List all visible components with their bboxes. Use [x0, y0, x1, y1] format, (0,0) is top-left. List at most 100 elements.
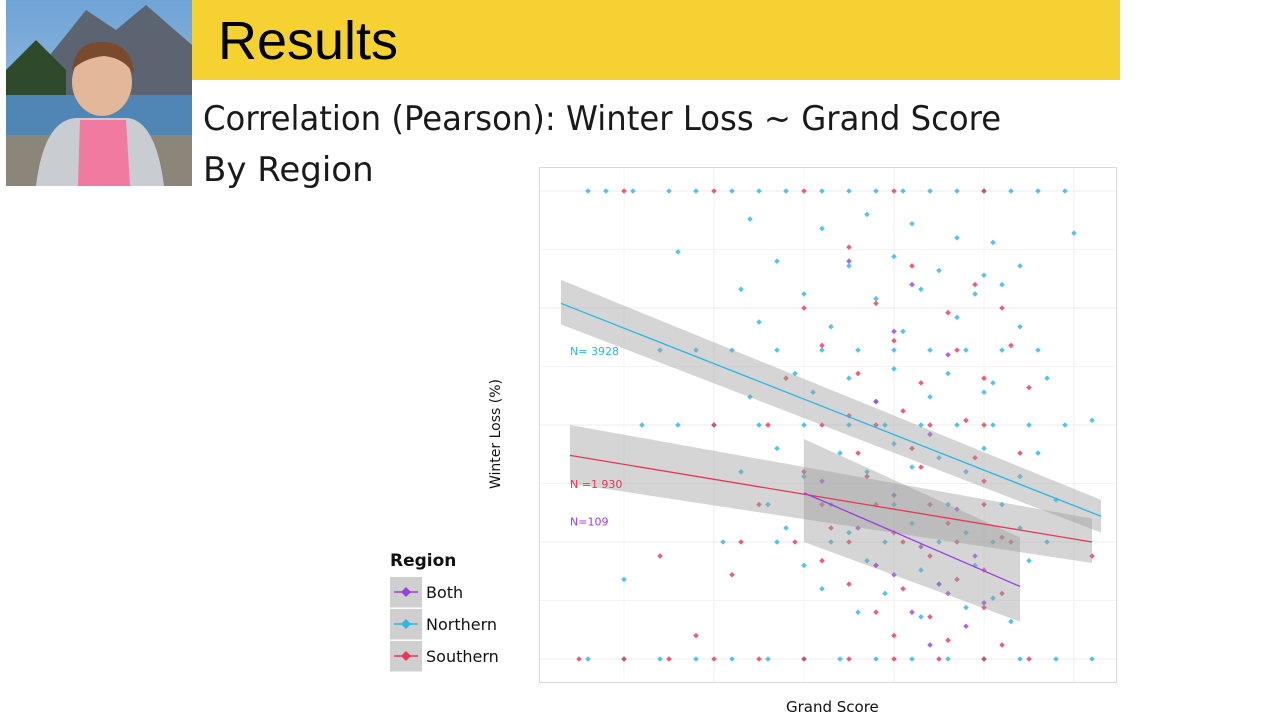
scatter-point-northern [1044, 375, 1050, 381]
scatter-point-both [891, 571, 897, 578]
scatter-point-northern [693, 656, 699, 662]
scatter-point-southern [1017, 450, 1023, 456]
scatter-point-northern [585, 656, 591, 662]
scatter-point-southern [756, 656, 762, 662]
scatter-point-southern [855, 450, 861, 456]
scatter-point-southern [945, 520, 951, 527]
scatter-point-northern [1035, 347, 1041, 353]
scatter-point-southern [711, 188, 717, 194]
scatter-point-northern [963, 347, 969, 353]
scatter-point-southern [891, 656, 897, 662]
scatter-point-southern [999, 305, 1005, 311]
scatter-point-northern [999, 347, 1005, 353]
scatter-point-southern [765, 422, 771, 428]
scatter-point-southern [918, 464, 924, 470]
scatter-point-southern [738, 539, 744, 545]
scatter-point-northern [936, 267, 942, 274]
scatter-point-both [909, 281, 915, 288]
scatter-point-northern [1071, 230, 1077, 236]
scatter-point-southern [846, 412, 852, 419]
scatter-point-northern [783, 525, 789, 531]
scatter-point-northern [909, 464, 915, 470]
scatter-point-northern [801, 291, 807, 297]
scatter-point-northern [972, 291, 978, 297]
y-axis-title: Winter Loss (%) [488, 379, 504, 489]
scatter-point-southern [972, 281, 978, 288]
scatter-point-southern [855, 370, 861, 377]
scatter-point-southern [936, 656, 942, 662]
slide-subtitle-line2: By Region [203, 150, 374, 190]
scatter-point-northern [891, 366, 897, 372]
scatter-point-both [981, 600, 987, 606]
n-annotation-southern: N =1 930 [570, 478, 622, 491]
scatter-point-both [963, 623, 969, 630]
scatter-point-northern [855, 347, 861, 353]
scatter-point-southern [909, 263, 915, 269]
scatter-point-both [891, 328, 897, 335]
scatter-point-northern [738, 286, 744, 293]
scatter-point-northern [747, 216, 753, 222]
legend-label-southern: Southern [426, 647, 499, 666]
scatter-point-southern [846, 581, 852, 587]
legend-label-both: Both [426, 583, 464, 602]
scatter-point-northern [981, 272, 987, 279]
scatter-point-southern [999, 534, 1005, 541]
scatter-point-northern [729, 188, 735, 194]
scatter-point-southern [1008, 342, 1014, 349]
scatter-point-southern [846, 656, 852, 662]
slide-title: Results [218, 11, 399, 71]
scatter-point-northern [837, 656, 843, 662]
scatter-point-southern [801, 305, 807, 311]
scatter-point-northern [774, 445, 780, 452]
scatter-point-northern [774, 347, 780, 353]
scatter-point-southern [711, 422, 717, 428]
scatter-point-northern [909, 656, 915, 662]
legend-key-both [390, 577, 422, 608]
scatter-point-northern [1026, 557, 1032, 564]
scatter-point-northern [801, 562, 807, 569]
scatter-point-both [918, 543, 924, 550]
scatter-point-northern [864, 557, 870, 564]
scatter-point-northern [945, 656, 951, 662]
scatter-point-northern [1017, 323, 1023, 330]
scatter-point-northern [990, 422, 996, 428]
scatter-point-northern [828, 323, 834, 330]
scatter-point-both [945, 352, 951, 358]
legend-key-southern [390, 641, 422, 672]
scatter-point-northern [774, 539, 780, 545]
scatter-point-southern [981, 188, 987, 194]
scatter-point-northern [918, 614, 924, 620]
scatter-point-southern [693, 632, 699, 639]
scatter-point-northern [1026, 422, 1032, 428]
scatter-point-northern [846, 188, 852, 194]
scatter-point-northern [954, 188, 960, 194]
scatter-point-northern [981, 445, 987, 452]
fit-line-southern [569, 454, 1093, 543]
scatter-point-northern [882, 590, 888, 597]
x-axis-title: Grand Score [786, 698, 879, 716]
scatter-point-southern [576, 656, 582, 662]
scatter-point-northern [909, 220, 915, 227]
scatter-point-northern [954, 422, 960, 428]
scatter-point-southern [621, 188, 627, 194]
scatter-point-southern [981, 656, 987, 662]
scatter-point-northern [819, 225, 825, 232]
scatter-point-northern [900, 328, 906, 335]
scatter-point-southern [945, 309, 951, 316]
scatter-point-northern [855, 609, 861, 615]
scatter-point-southern [729, 571, 735, 578]
scatter-point-northern [1035, 188, 1041, 194]
legend: Region Both Northern Southern [389, 549, 499, 674]
scatter-point-northern [918, 567, 924, 573]
scatter-point-southern [819, 557, 825, 564]
scatter-point-both [954, 506, 960, 513]
scatter-point-southern [801, 656, 807, 662]
scatter-point-northern [927, 188, 933, 194]
scatter-point-northern [585, 188, 591, 194]
scatter-point-northern [990, 239, 996, 246]
scatter-point-northern [801, 422, 807, 428]
scatter-point-northern [846, 375, 852, 381]
scatter-point-northern [927, 394, 933, 400]
